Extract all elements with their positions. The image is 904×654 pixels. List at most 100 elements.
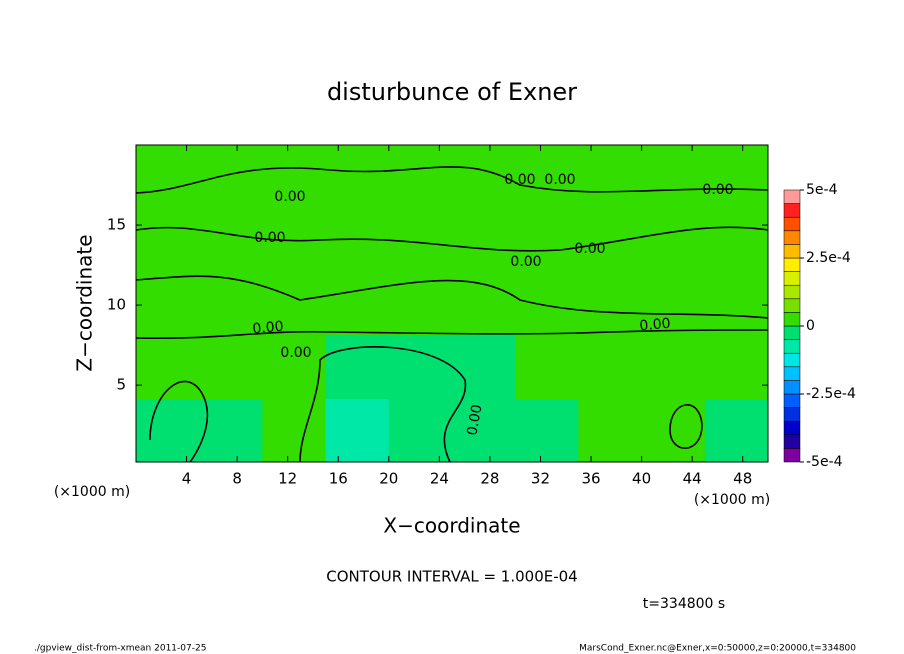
x-tick-label: 36 [581, 470, 600, 488]
colorbar-tick-label: -2.5e-4 [806, 386, 856, 402]
field-cell [388, 145, 453, 209]
contour-label: 0.00 [252, 319, 284, 338]
contour-label: 0.00 [544, 172, 575, 188]
field-cell [136, 335, 200, 400]
field-cell [641, 398, 706, 463]
colorbar-band [783, 189, 801, 204]
field-cell [578, 335, 643, 400]
colorbar-band [783, 366, 801, 381]
colorbar-band [783, 407, 801, 422]
colorbar-band [783, 271, 801, 286]
field-cell [452, 208, 516, 273]
field-cell [578, 208, 643, 273]
colorbar-tick-label: 5e-4 [806, 182, 838, 198]
field-cell [199, 208, 263, 273]
contour-label: 0.00 [274, 189, 305, 205]
contour-line [135, 226, 769, 252]
field-cell [325, 335, 390, 400]
time-label: t=334800 s [643, 596, 725, 612]
chart-title: disturbunce of Exner [327, 78, 577, 106]
colorbar-band [783, 298, 801, 313]
field [136, 145, 769, 463]
field-cell [262, 335, 327, 400]
colorbar-band [783, 434, 801, 449]
field-cell [641, 208, 706, 273]
plot-frame [135, 144, 769, 463]
contour-line [669, 404, 703, 449]
footer-right: MarsCond_Exner.nc@Exner,x=0:50000,z=0:20… [579, 644, 856, 654]
contour-line [135, 329, 769, 340]
field-cell [641, 335, 706, 400]
field-cell [199, 335, 263, 400]
field-cell [704, 398, 769, 463]
footer-left: ./gpview_dist-from-xmean 2011-07-25 [34, 644, 206, 654]
contour-line [299, 346, 467, 463]
field-cell [262, 398, 327, 463]
field-cell [515, 145, 579, 209]
x-tick-label: 32 [531, 470, 550, 488]
contour-label: 0.00 [464, 403, 485, 436]
x-unit-label: (×1000 m) [694, 492, 770, 508]
contour-label: 0.00 [504, 172, 535, 188]
colorbar-band [783, 284, 801, 300]
colorbar-tick-label: 0 [806, 318, 815, 334]
field-cell [452, 398, 516, 463]
field-cell [452, 271, 516, 336]
field-cell [199, 145, 263, 209]
x-tick-label: 4 [182, 470, 192, 488]
colorbar-band [783, 352, 801, 368]
colorbar-band [783, 380, 801, 395]
field-cell [262, 145, 327, 209]
contour-line [149, 380, 208, 463]
field-cell [641, 271, 706, 336]
contour-line [135, 166, 769, 194]
colorbar-band [783, 230, 801, 245]
colorbar-band [783, 393, 801, 408]
y-tick-label: 10 [107, 296, 126, 314]
field-cell [136, 398, 200, 463]
x-tick-label: 12 [278, 470, 297, 488]
field-cell [578, 398, 643, 463]
contour-interval: CONTOUR INTERVAL = 1.000E-04 [326, 568, 577, 586]
field-cell [704, 271, 769, 336]
contours [135, 166, 769, 463]
colorbar-band [783, 244, 801, 259]
x-tick-label: 44 [683, 470, 702, 488]
x-tick-label: 40 [632, 470, 651, 488]
colorbar-band [783, 325, 801, 340]
x-tick-label: 8 [232, 470, 242, 488]
contour-label: 0.00 [702, 182, 733, 198]
contour-label: 0.00 [254, 230, 285, 246]
field-cell [515, 398, 579, 463]
colorbar-band [783, 216, 801, 232]
field-cell [388, 335, 453, 400]
field-cell [325, 145, 390, 209]
field-cell [452, 335, 516, 400]
contour-label: 0.00 [574, 241, 605, 257]
colorbar-band [783, 339, 801, 354]
y-axis-label: Z−coordinate [73, 234, 97, 371]
field-cell [325, 271, 390, 336]
colorbar-band [783, 448, 801, 463]
x-tick-label: 48 [733, 470, 752, 488]
colorbar-tick-label: 2.5e-4 [806, 250, 851, 266]
field-cell [515, 335, 579, 400]
field-cell [704, 145, 769, 209]
colorbar-band [783, 312, 801, 327]
x-tick-label: 20 [379, 470, 398, 488]
field-cell [388, 398, 453, 463]
contour-label: 0.00 [639, 316, 671, 335]
field-cell [515, 271, 579, 336]
contour-label: 0.00 [280, 345, 311, 361]
field-cell [641, 145, 706, 209]
field-cell [578, 145, 643, 209]
x-tick-label: 16 [329, 470, 348, 488]
x-tick-label: 24 [430, 470, 449, 488]
field-cell [704, 335, 769, 400]
colorbar-tick-label: -5e-4 [806, 454, 843, 470]
field-cell [262, 271, 327, 336]
x-unit-label: (×1000 m) [54, 484, 130, 500]
x-axis-label: X−coordinate [383, 514, 520, 538]
colorbar-band [783, 203, 801, 218]
field-cell [578, 271, 643, 336]
